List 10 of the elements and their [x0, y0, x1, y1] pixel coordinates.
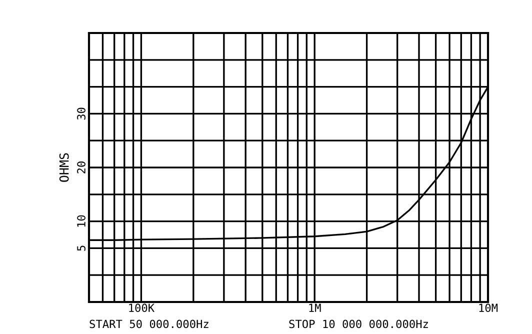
text: START 50 000.000Hz — [90, 320, 208, 328]
y-axis-title: OHMS — [59, 153, 69, 182]
x-tick-label: 100K — [129, 304, 155, 312]
x-tick-label: 10M — [479, 304, 498, 312]
text: STOP 10 000 000.000Hz — [289, 320, 428, 328]
y-tick-label: 30 — [77, 108, 86, 120]
x-tick-label: 1M — [309, 304, 321, 312]
y-tick-label: 10 — [77, 215, 86, 227]
y-tick-label: 20 — [77, 162, 86, 174]
y-tick-label: 5 — [77, 246, 86, 251]
